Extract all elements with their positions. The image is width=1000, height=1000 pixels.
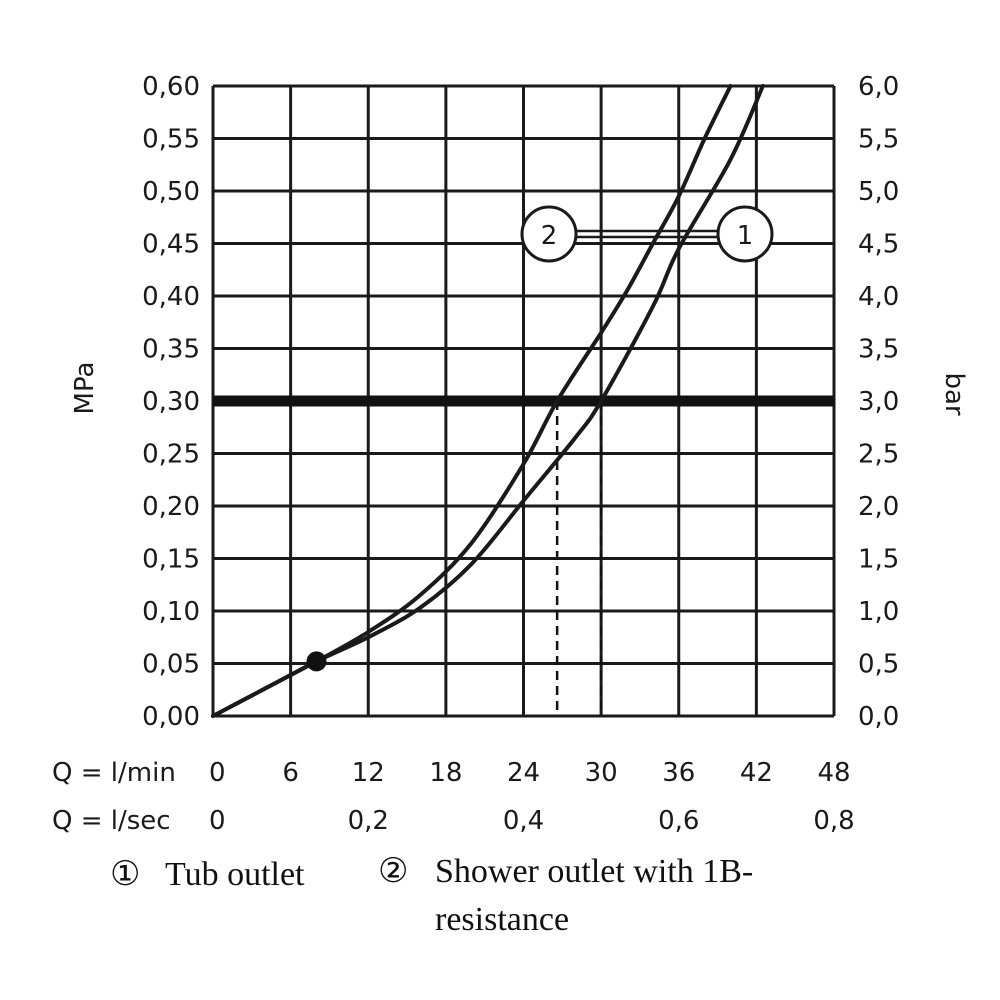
x-min-tick-label: 42 xyxy=(740,758,773,788)
y-axis-left-ticks: 0,00 0,05 0,10 0,15 0,20 0,25 0,30 0,35 0,40 0,45… xyxy=(142,72,200,732)
y-right-tick-label: 6,0 xyxy=(858,72,899,102)
y-right-tick-label: 1,5 xyxy=(858,545,899,575)
x-sec-tick-label: 0,8 xyxy=(813,806,854,836)
y-left-tick-label: 0,35 xyxy=(142,335,200,365)
x-min-tick-label: 48 xyxy=(817,758,850,788)
label-circle-1 xyxy=(716,205,774,263)
x-axis-min-title: Q = l/min xyxy=(52,758,176,788)
x-min-tick-label: 18 xyxy=(429,758,462,788)
x-sec-tick-label: 0,6 xyxy=(658,806,699,836)
x-min-tick-label: 36 xyxy=(662,758,695,788)
label-number-2: 2 xyxy=(541,221,558,251)
legend-item-shower-number: ② xyxy=(378,853,408,890)
series-layer xyxy=(211,84,765,718)
y-right-tick-label: 5,5 xyxy=(858,125,899,155)
y-left-tick-label: 0,40 xyxy=(142,282,200,312)
y-left-tick-label: 0,45 xyxy=(142,230,200,260)
y-left-tick-label: 0,15 xyxy=(142,545,200,575)
y-left-tick-label: 0,50 xyxy=(142,177,200,207)
y-axis-right-ticks: 0,0 0,5 1,0 1,5 2,0 2,5 3,0 3,5 4,0 4,5 5,0 5,5 6,0 xyxy=(858,72,899,732)
series-line-2 xyxy=(211,84,733,718)
legend-item-shower-label: Shower outlet with 1B- xyxy=(435,853,753,890)
y-right-tick-label: 2,5 xyxy=(858,440,899,470)
x-min-tick-label: 12 xyxy=(352,758,385,788)
y-right-tick-label: 4,0 xyxy=(858,282,899,312)
y-left-tick-label: 0,30 xyxy=(142,387,200,417)
x-axis-min-ticks: 0 6 12 18 24 30 36 42 48 xyxy=(209,758,851,788)
x-sec-tick-label: 0 xyxy=(209,806,226,836)
y-right-tick-label: 0,0 xyxy=(858,702,899,732)
y-left-tick-label: 0,05 xyxy=(142,650,200,680)
y-right-tick-label: 2,0 xyxy=(858,492,899,522)
y-left-tick-label: 0,55 xyxy=(142,125,200,155)
legend: ① Tub outlet ② Shower outlet with 1B- re… xyxy=(110,853,753,938)
dashed-drop-lines xyxy=(555,401,603,716)
point-marker xyxy=(306,651,327,672)
y-right-tick-label: 3,0 xyxy=(858,387,899,417)
label-circle-2 xyxy=(520,205,578,263)
y-right-tick-label: 3,5 xyxy=(858,335,899,365)
y-left-tick-label: 0,00 xyxy=(142,702,200,732)
y-right-tick-label: 4,5 xyxy=(858,230,899,260)
x-axis-sec-ticks: 0 0,2 0,4 0,6 0,8 xyxy=(209,806,855,836)
legend-item-tub-number: ① xyxy=(110,856,140,893)
y-right-tick-label: 0,5 xyxy=(858,650,899,680)
y-left-tick-label: 0,60 xyxy=(142,72,200,102)
x-axis-sec-title: Q = l/sec xyxy=(52,806,171,836)
y-axis-right-title: bar xyxy=(939,372,969,415)
x-sec-tick-label: 0,4 xyxy=(503,806,544,836)
legend-item-shower-label-line2: resistance xyxy=(435,901,569,938)
label-number-1: 1 xyxy=(737,221,754,251)
x-min-tick-label: 0 xyxy=(209,758,226,788)
y-left-tick-label: 0,25 xyxy=(142,440,200,470)
y-right-tick-label: 5,0 xyxy=(858,177,899,207)
y-left-tick-label: 0,10 xyxy=(142,597,200,627)
x-min-tick-label: 30 xyxy=(585,758,618,788)
x-sec-tick-label: 0,2 xyxy=(348,806,389,836)
y-left-tick-label: 0,20 xyxy=(142,492,200,522)
y-axis-left-title: MPa xyxy=(70,362,100,415)
legend-item-tub-label: Tub outlet xyxy=(165,856,305,893)
x-min-tick-label: 6 xyxy=(282,758,299,788)
y-right-tick-label: 1,0 xyxy=(858,597,899,627)
x-min-tick-label: 24 xyxy=(507,758,540,788)
